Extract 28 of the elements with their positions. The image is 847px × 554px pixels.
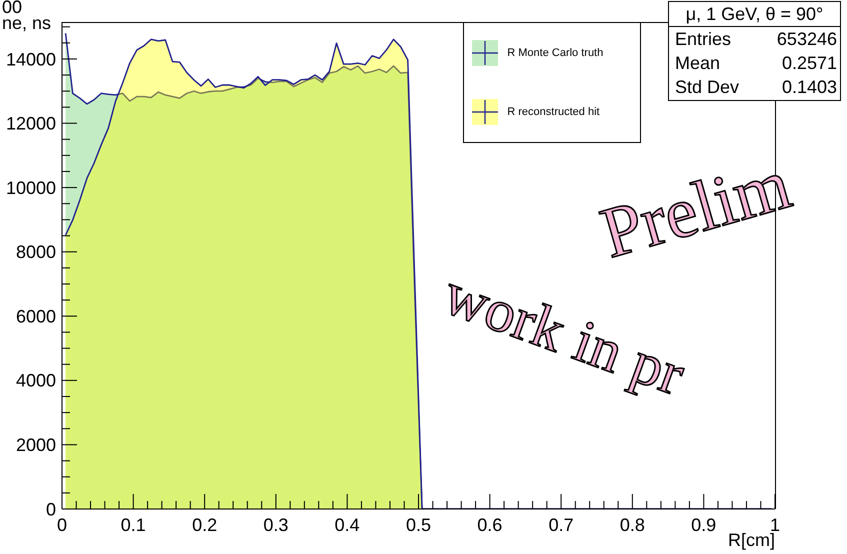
y-tick-label: 10000 [6, 178, 56, 198]
annotation: Entries [675, 29, 732, 49]
x-tick-label: 0.9 [691, 515, 716, 535]
x-tick-label: 0.4 [334, 515, 360, 535]
x-tick-label: 0.6 [477, 515, 502, 535]
y-tick-label: 0 [46, 499, 56, 520]
y-tick-label: 12000 [6, 114, 56, 134]
x-tick-label: 0.3 [263, 515, 288, 535]
annotation: Mean [675, 53, 720, 73]
x-tick-label: 0.8 [620, 515, 645, 535]
text: 0.2571 [782, 53, 837, 73]
legend-label: R reconstructed hit [507, 106, 600, 118]
annotation: μ, 1 GeV, θ = 90° [686, 4, 824, 24]
annotation: Std Dev [675, 77, 740, 97]
y-tick-label: 4000 [16, 370, 56, 391]
y-tick-label: 8000 [16, 242, 56, 262]
x-tick-label: 0.7 [548, 515, 574, 535]
legend-label: R Monte Carlo truth [507, 46, 604, 59]
y-tick-label: 2000 [16, 435, 56, 456]
x-tick-label: 0.5 [406, 515, 432, 535]
x-axis-title: R[cm] [728, 530, 775, 550]
text: 653246 [776, 29, 837, 49]
x-tick-label: 0.1 [120, 515, 146, 535]
x-tick-label: 0.2 [192, 515, 218, 535]
text: 0.1403 [782, 77, 837, 97]
y-tick-label: 14000 [6, 49, 56, 70]
y-axis-title: 00 ne, ns [2, 0, 52, 33]
y-tick-label: 6000 [16, 306, 56, 326]
